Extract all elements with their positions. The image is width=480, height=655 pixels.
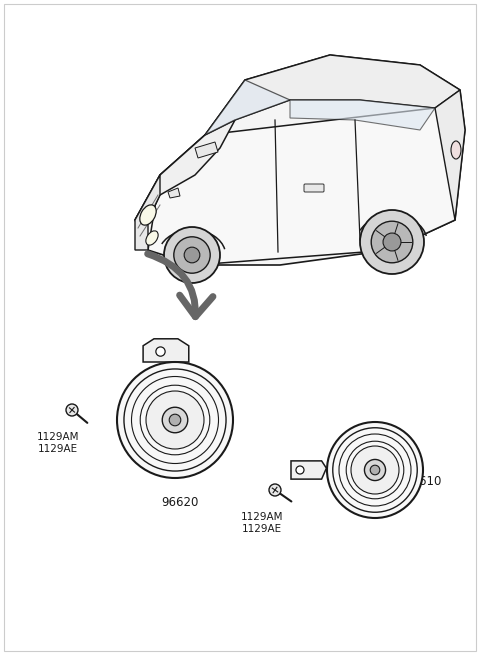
Polygon shape [291,461,326,479]
Polygon shape [143,339,189,362]
Polygon shape [195,142,218,158]
Polygon shape [290,100,435,130]
Text: 1129AM
1129AE: 1129AM 1129AE [241,512,283,534]
Circle shape [156,347,165,356]
Circle shape [117,362,233,478]
Ellipse shape [146,231,158,245]
Text: 96610: 96610 [404,475,442,488]
Circle shape [370,465,380,475]
Text: 96620: 96620 [161,496,199,509]
Circle shape [184,247,200,263]
Polygon shape [435,90,465,220]
Polygon shape [205,55,460,135]
Circle shape [164,227,220,283]
Circle shape [169,414,181,426]
Circle shape [162,407,188,433]
Ellipse shape [140,205,156,225]
Polygon shape [168,188,180,198]
Circle shape [360,210,424,274]
Polygon shape [135,120,235,220]
Circle shape [364,459,385,481]
FancyArrowPatch shape [148,254,213,316]
Circle shape [296,466,304,474]
Circle shape [327,422,423,518]
Circle shape [269,484,281,496]
Ellipse shape [451,141,461,159]
Text: 1129AM
1129AE: 1129AM 1129AE [37,432,79,455]
Polygon shape [205,80,290,135]
Circle shape [351,446,399,494]
Polygon shape [148,108,460,265]
Circle shape [174,237,210,273]
Polygon shape [135,55,465,265]
Circle shape [66,404,78,416]
Circle shape [371,221,413,263]
Polygon shape [135,175,160,250]
Circle shape [146,391,204,449]
FancyBboxPatch shape [304,184,324,192]
Circle shape [383,233,401,251]
